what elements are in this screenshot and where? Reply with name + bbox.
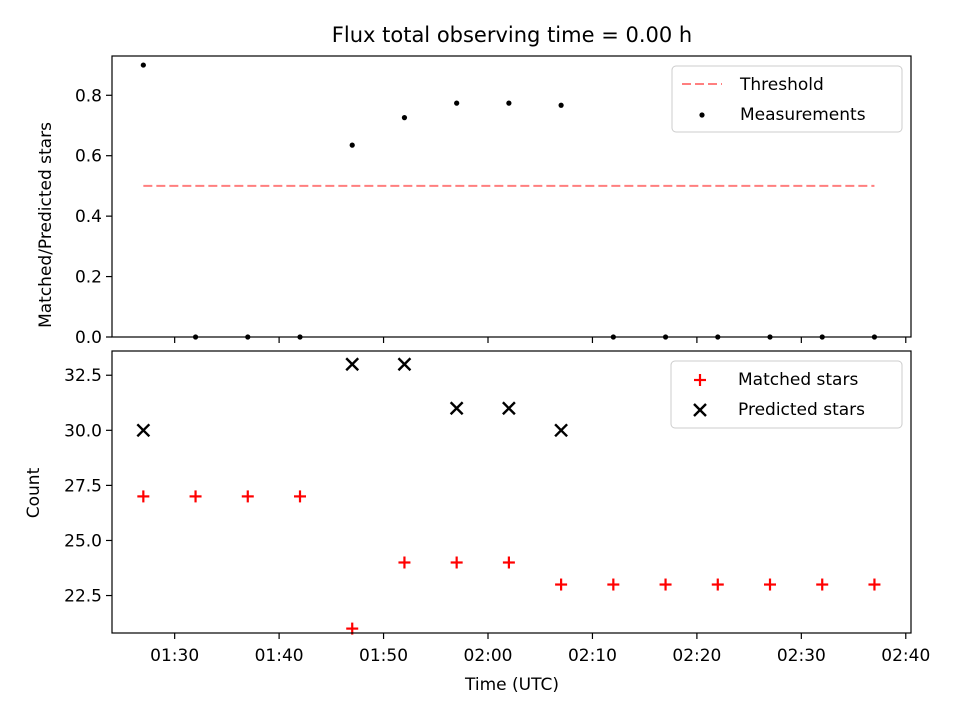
bottom-y-tick-label: 27.5 (64, 476, 102, 496)
matched-star-point (659, 578, 672, 591)
legend-predicted-label: Predicted stars (738, 400, 865, 420)
bottom-y-tick-label: 30.0 (64, 421, 102, 441)
bottom-y-tick-label: 22.5 (64, 587, 102, 607)
matched-star-point (764, 578, 776, 591)
predicted-star-point (449, 401, 464, 416)
bottom-legend: Matched stars Predicted stars (670, 360, 903, 429)
legend-matched-label: Matched stars (738, 370, 858, 390)
matched-star-point (711, 578, 724, 591)
top-y-axis-label: Matched/Predicted stars (36, 122, 56, 328)
predicted-star-point (397, 357, 412, 372)
matched-star-point (137, 490, 150, 503)
bottom-x-axis-label: Time (UTC) (464, 675, 559, 695)
bottom-x-tick-label: 02:20 (672, 646, 721, 666)
legend-threshold-label: Threshold (739, 75, 824, 95)
legend-measurements-label: Measurements (740, 105, 866, 125)
bottom-x-tick-label: 01:40 (255, 646, 304, 666)
bottom-y-ticks: 22.5 25.0 27.5 30.0 32.5 (64, 366, 112, 607)
top-legend: Threshold Measurements (671, 65, 903, 133)
bottom-x-tick-label: 02:10 (568, 646, 617, 666)
legend-predicted-marker (693, 403, 707, 417)
measurement-point (401, 115, 408, 121)
measurement-point (454, 100, 460, 106)
top-y-ticks: 0.0 0.2 0.4 0.6 0.8 (75, 86, 112, 348)
measurement-point (506, 100, 512, 106)
predicted-star-point (345, 357, 360, 372)
matched-star-point (450, 556, 463, 569)
matched-star-point (189, 490, 202, 503)
matched-star-point (294, 490, 306, 503)
matched-star-point (241, 490, 254, 503)
matched-star-point (816, 578, 829, 591)
top-legend-box (671, 65, 903, 133)
bottom-plot-frame (111, 350, 912, 634)
top-plot-marks (140, 62, 878, 340)
bottom-panel: Count Time (UTC) 22.5 25.0 27.5 30.0 32.5 01… (24, 350, 930, 695)
matched-star-point (607, 578, 620, 591)
matched-star-point (868, 578, 881, 591)
bottom-x-tick-label: 01:30 (150, 646, 199, 666)
legend-matched-marker (694, 374, 706, 386)
top-plot-frame (111, 55, 912, 338)
bottom-x-tick-label: 02:40 (881, 646, 930, 666)
bottom-y-axis-label: Count (24, 467, 44, 518)
bottom-x-tick-label: 01:50 (359, 646, 408, 666)
legend-measurements-marker (699, 112, 705, 118)
measurement-point (140, 62, 146, 68)
top-chart-title: Flux total observing time = 0.00 h (332, 23, 692, 47)
predicted-star-point (502, 401, 516, 416)
bottom-legend-box (670, 360, 903, 429)
top-x-ticks (174, 337, 907, 343)
bottom-y-tick-label: 32.5 (64, 366, 102, 386)
predicted-star-point (554, 423, 568, 438)
top-y-tick-label: 0.6 (75, 147, 102, 167)
measurement-point (349, 142, 355, 148)
bottom-x-tick-label: 02:30 (777, 646, 826, 666)
matched-star-point (555, 578, 568, 591)
top-y-tick-label: 0.2 (75, 268, 102, 288)
measurement-point (558, 102, 564, 108)
bottom-x-tick-label: 02:00 (464, 646, 513, 666)
top-y-tick-label: 0.4 (75, 207, 102, 227)
top-panel: Flux total observing time = 0.00 h Match… (36, 23, 912, 348)
matched-star-point (398, 556, 411, 569)
top-y-tick-label: 0.0 (75, 328, 102, 348)
bottom-plot-marks (136, 357, 881, 635)
matched-star-point (502, 556, 515, 569)
bottom-y-tick-label: 25.0 (64, 531, 102, 551)
top-y-tick-label: 0.8 (75, 86, 102, 106)
predicted-star-point (136, 423, 151, 438)
bottom-x-ticks: 01:30 01:40 01:50 02:00 02:10 02:20 02:30 02:40 (150, 633, 930, 666)
